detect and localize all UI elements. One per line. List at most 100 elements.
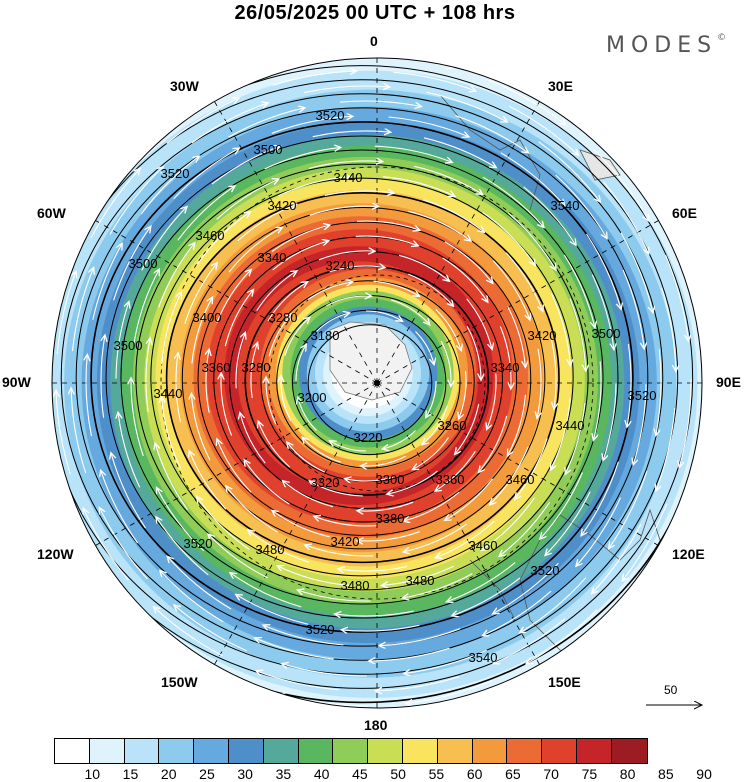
contour-line	[52, 65, 694, 689]
streamline	[191, 393, 211, 461]
streamline	[488, 79, 566, 125]
contour-label: 3520	[306, 622, 335, 637]
streamline	[211, 146, 280, 185]
streamline	[398, 254, 449, 281]
streamline	[268, 314, 292, 357]
streamline	[302, 437, 342, 463]
colorbar-tick-label: 90	[696, 766, 712, 782]
streamline	[277, 566, 350, 586]
streamline	[508, 212, 556, 270]
streamline	[308, 161, 383, 170]
contour-label: 3520	[531, 563, 560, 578]
colorbar-swatch	[89, 739, 125, 763]
contour-label: 3520	[316, 108, 345, 123]
streamline	[393, 71, 476, 91]
streamline	[326, 296, 371, 307]
streamline	[375, 676, 460, 691]
reference-vector-label: 50	[664, 683, 678, 697]
streamline	[661, 287, 676, 372]
colorbar-tick-label: 15	[122, 766, 139, 782]
streamline	[307, 282, 353, 301]
streamline	[244, 460, 290, 505]
streamline	[387, 470, 438, 494]
streamline	[593, 361, 602, 441]
contour-line	[60, 93, 664, 661]
streamline	[435, 451, 476, 491]
contour-line	[90, 121, 634, 633]
streamline	[592, 523, 642, 593]
meridian-line	[95, 382, 378, 546]
contour-label: 3300	[376, 472, 405, 487]
contour-label: 3420	[528, 328, 557, 343]
streamline	[216, 269, 251, 324]
contour-label: 3440	[154, 386, 183, 401]
colorbar-swatch	[194, 739, 229, 763]
contour-label: 3180	[311, 328, 340, 343]
contour-line	[260, 280, 475, 483]
streamline	[633, 384, 647, 465]
lon-label-30e: 30E	[548, 78, 573, 94]
streamline	[594, 149, 649, 221]
contour-label: 3460	[506, 472, 535, 487]
streamline	[309, 206, 379, 216]
colorbar-tick-label: 65	[505, 766, 521, 782]
streamline	[499, 501, 551, 556]
contour-label: 3520	[628, 388, 657, 403]
contour-label: 3260	[438, 418, 467, 433]
streamline	[71, 268, 94, 352]
streamline	[154, 607, 224, 657]
contour-label: 3400	[193, 310, 222, 325]
streamline	[267, 282, 308, 322]
streamline	[452, 577, 521, 616]
streamline	[403, 491, 460, 521]
streamline	[365, 310, 403, 321]
streamline	[206, 349, 209, 413]
streamline	[679, 379, 692, 467]
streamline	[287, 442, 325, 473]
streamline	[408, 273, 453, 306]
streamline	[459, 371, 467, 419]
streamline	[131, 378, 144, 457]
streamline	[361, 455, 406, 466]
streamline	[493, 562, 559, 614]
streamline	[493, 618, 566, 664]
streamline	[100, 335, 105, 418]
contour-label: 3280	[242, 360, 271, 375]
lon-label-60e: 60E	[672, 205, 697, 221]
streamline	[264, 147, 341, 170]
streamline	[622, 503, 668, 581]
colorbar-swatch	[576, 739, 612, 763]
latitude-circle	[160, 166, 594, 600]
streamline	[382, 176, 455, 197]
streamline	[115, 302, 129, 379]
streamline	[423, 137, 496, 168]
contour-label: 3460	[469, 538, 498, 553]
lon-label-150w: 150W	[161, 674, 198, 690]
streamline	[520, 577, 587, 633]
streamline	[482, 176, 544, 227]
contour-line	[135, 163, 589, 591]
chart-title: 26/05/2025 00 UTC + 108 hrs	[234, 2, 516, 24]
streamline	[515, 438, 548, 499]
streamline	[335, 610, 414, 616]
contour-label: 3480	[256, 542, 285, 557]
streamline	[99, 507, 148, 580]
contour-label: 3480	[406, 573, 435, 588]
streamline	[118, 412, 141, 488]
colorbar-swatch	[228, 739, 264, 763]
contour-line	[52, 79, 679, 675]
streamline	[540, 472, 583, 540]
contour-label: 3520	[184, 536, 213, 551]
streamline	[345, 477, 394, 481]
streamline	[314, 516, 377, 527]
streamline	[563, 254, 595, 328]
land-outlines	[329, 94, 666, 661]
streamline	[156, 517, 209, 576]
streamline	[189, 451, 227, 510]
streamline	[217, 439, 252, 493]
contour-line	[105, 135, 619, 619]
streamline	[228, 108, 305, 138]
contour-label: 3440	[556, 418, 585, 433]
streamline	[523, 186, 576, 245]
